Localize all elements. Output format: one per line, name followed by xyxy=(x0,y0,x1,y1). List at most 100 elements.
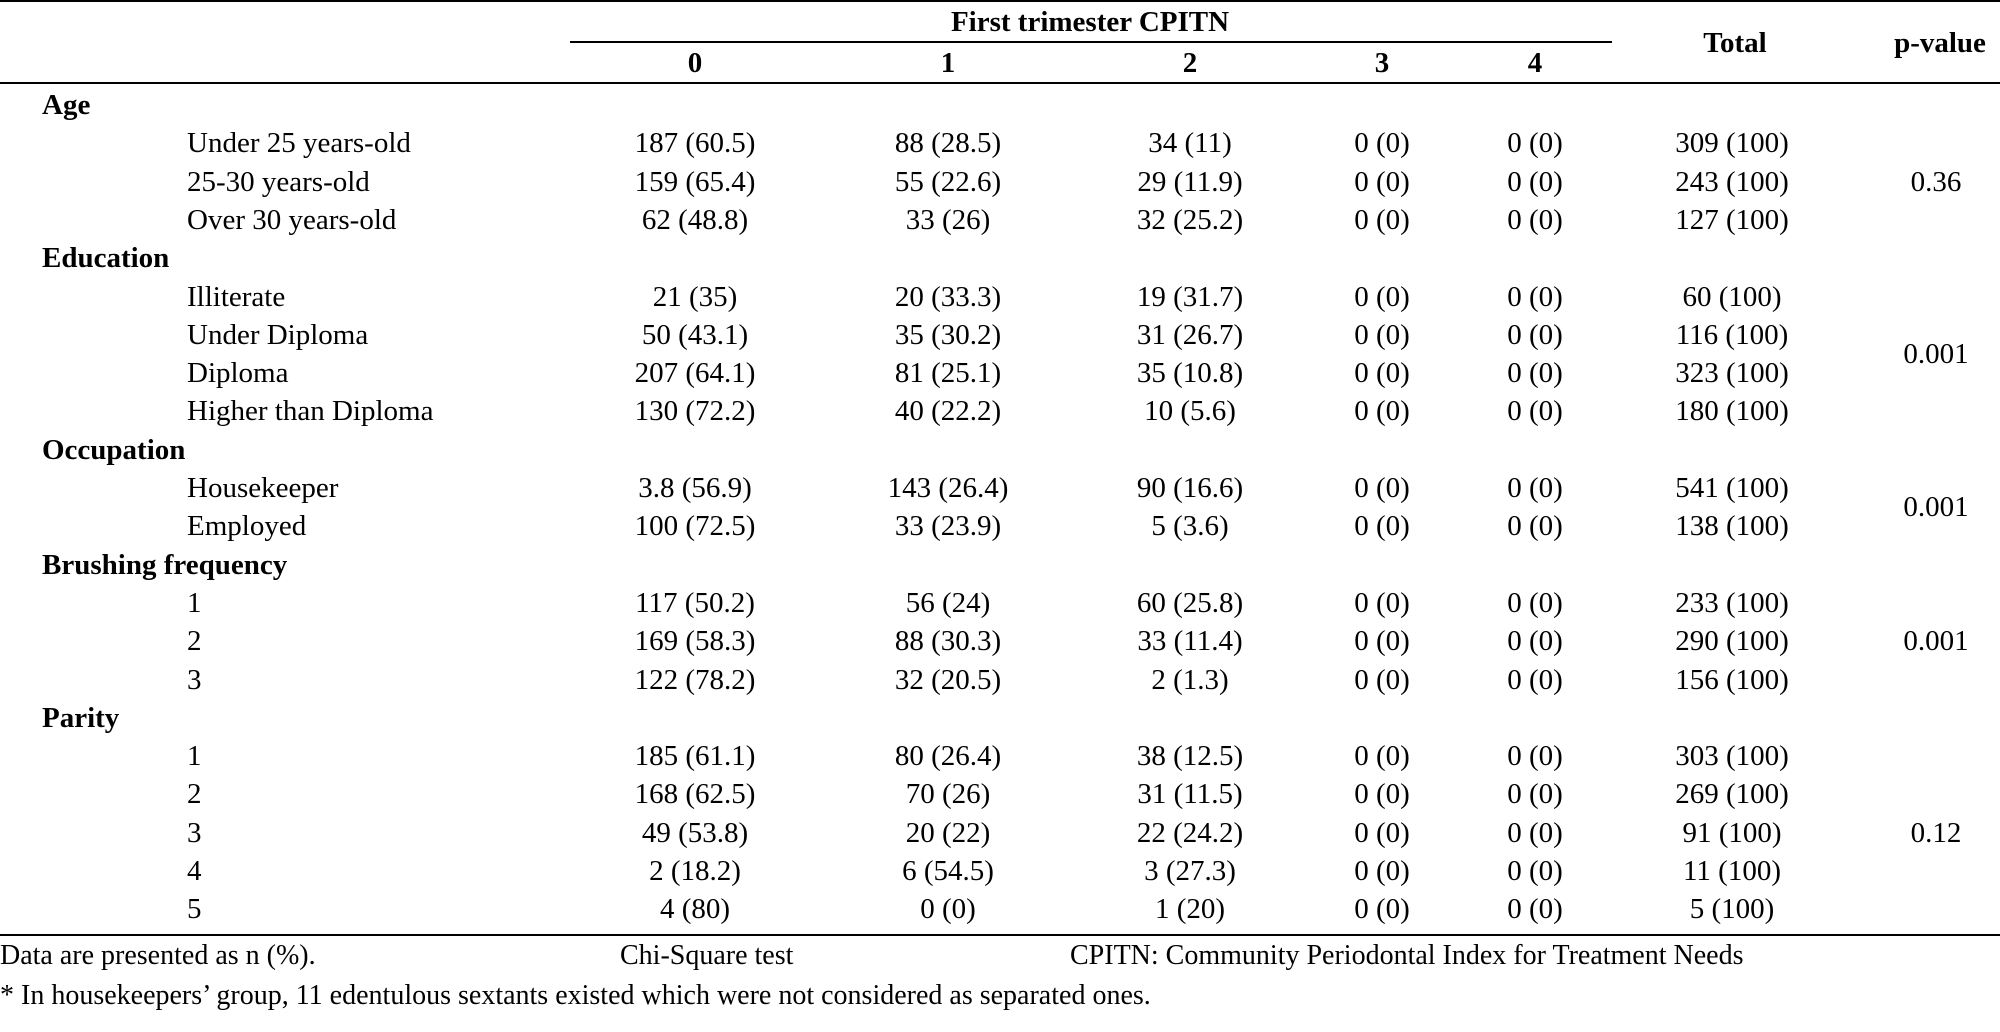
cell-cpitn-4: 0 (0) xyxy=(1507,663,1563,696)
cell-cpitn-0: 185 (61.1) xyxy=(634,740,756,773)
cell-cpitn-3: 0 (0) xyxy=(1354,127,1410,160)
row-label: Under 25 years-old xyxy=(187,127,411,160)
cell-total: 127 (100) xyxy=(1675,203,1789,236)
cell-cpitn-4: 0 (0) xyxy=(1507,625,1563,658)
cell-cpitn-2: 3 (27.3) xyxy=(1144,855,1236,887)
cell-cpitn-1: 32 (20.5) xyxy=(894,663,1002,696)
cell-cpitn-0: 122 (78.2) xyxy=(634,663,756,696)
cell-cpitn-1: 81 (25.1) xyxy=(894,357,1002,390)
cell-cpitn-4: 0 (0) xyxy=(1507,203,1563,236)
top-rule xyxy=(0,0,2000,2)
cell-cpitn-2: 60 (25.8) xyxy=(1136,586,1244,619)
row-label: 2 xyxy=(187,778,202,811)
cell-cpitn-3: 0 (0) xyxy=(1354,280,1410,313)
row-label: 25-30 years-old xyxy=(187,165,370,198)
cell-cpitn-2: 31 (11.5) xyxy=(1137,778,1243,811)
cell-cpitn-1: 20 (33.3) xyxy=(894,280,1002,313)
row-label: Employed xyxy=(187,510,307,543)
header-bottom-rule xyxy=(0,82,2000,84)
cell-cpitn-0: 21 (35) xyxy=(652,280,738,313)
cell-cpitn-1: 80 (26.4) xyxy=(894,740,1002,773)
section-title: Brushing frequency xyxy=(42,548,288,581)
cell-total: 233 (100) xyxy=(1675,586,1789,619)
cell-cpitn-4: 0 (0) xyxy=(1507,395,1563,428)
cell-cpitn-0: 187 (60.5) xyxy=(634,127,756,160)
cell-cpitn-4: 0 (0) xyxy=(1507,472,1563,504)
footnote-abbreviation: CPITN: Community Periodontal Index for T… xyxy=(1070,940,1744,971)
cell-cpitn-1: 6 (54.5) xyxy=(902,855,994,887)
cell-cpitn-3: 0 (0) xyxy=(1354,318,1410,351)
cell-total: 5 (100) xyxy=(1689,893,1775,926)
cell-cpitn-0: 168 (62.5) xyxy=(634,778,756,811)
cell-total: 156 (100) xyxy=(1675,663,1789,696)
footnote-test: Chi-Square test xyxy=(620,940,794,971)
cell-total: 323 (100) xyxy=(1675,357,1789,390)
cell-cpitn-1: 56 (24) xyxy=(905,586,991,619)
cell-cpitn-4: 0 (0) xyxy=(1507,318,1563,351)
column-header-cpitn-0: 0 xyxy=(687,47,703,79)
section-title: Age xyxy=(42,89,91,121)
cell-cpitn-3: 0 (0) xyxy=(1354,510,1410,543)
group-underline xyxy=(570,41,1612,43)
row-label: Under Diploma xyxy=(187,318,369,351)
cell-cpitn-1: 40 (22.2) xyxy=(894,395,1002,428)
cell-cpitn-3: 0 (0) xyxy=(1354,625,1410,658)
cell-cpitn-2: 2 (1.3) xyxy=(1151,663,1229,696)
cell-cpitn-3: 0 (0) xyxy=(1354,357,1410,390)
cell-cpitn-4: 0 (0) xyxy=(1507,165,1563,198)
p-value-cell: 0.36 xyxy=(1910,165,1962,198)
cell-total: 138 (100) xyxy=(1675,510,1789,543)
cell-cpitn-2: 35 (10.8) xyxy=(1136,357,1244,390)
cell-cpitn-4: 0 (0) xyxy=(1507,357,1563,390)
cell-cpitn-4: 0 (0) xyxy=(1507,280,1563,313)
row-label: 4 xyxy=(187,855,202,887)
cell-total: 116 (100) xyxy=(1675,318,1789,351)
row-label: 2 xyxy=(187,625,202,658)
cell-cpitn-0: 207 (64.1) xyxy=(634,357,756,390)
cell-cpitn-1: 33 (23.9) xyxy=(894,510,1002,543)
section-title: Education xyxy=(42,242,170,275)
cell-cpitn-3: 0 (0) xyxy=(1354,893,1410,926)
column-header-total: Total xyxy=(1703,27,1767,59)
row-label: 1 xyxy=(187,586,202,619)
cell-total: 11 (100) xyxy=(1683,855,1781,887)
cell-total: 269 (100) xyxy=(1675,778,1789,811)
cell-cpitn-0: 100 (72.5) xyxy=(634,510,756,543)
row-label: 3 xyxy=(187,816,202,849)
cell-cpitn-0: 159 (65.4) xyxy=(634,165,756,198)
column-header-cpitn-1: 1 xyxy=(940,47,956,79)
cell-cpitn-1: 35 (30.2) xyxy=(894,318,1002,351)
cell-cpitn-1: 20 (22) xyxy=(905,816,991,849)
column-header-cpitn-3: 3 xyxy=(1374,47,1390,79)
row-label: Higher than Diploma xyxy=(187,395,434,428)
section-title: Parity xyxy=(42,701,120,734)
cell-cpitn-3: 0 (0) xyxy=(1354,586,1410,619)
cell-cpitn-4: 0 (0) xyxy=(1507,127,1563,160)
cell-cpitn-4: 0 (0) xyxy=(1507,893,1563,926)
table-bottom-rule xyxy=(0,934,2000,936)
cell-cpitn-1: 33 (26) xyxy=(905,203,991,236)
cell-cpitn-3: 0 (0) xyxy=(1354,165,1410,198)
cell-cpitn-0: 3.8 (56.9) xyxy=(638,472,752,504)
cell-cpitn-3: 0 (0) xyxy=(1354,472,1410,504)
cell-cpitn-0: 130 (72.2) xyxy=(634,395,756,428)
cell-cpitn-1: 143 (26.4) xyxy=(887,472,1009,504)
cell-cpitn-4: 0 (0) xyxy=(1507,816,1563,849)
cell-cpitn-4: 0 (0) xyxy=(1507,586,1563,619)
cell-cpitn-2: 19 (31.7) xyxy=(1136,280,1244,313)
column-header-cpitn-2: 2 xyxy=(1182,47,1198,79)
cell-cpitn-0: 49 (53.8) xyxy=(641,816,749,849)
cell-cpitn-2: 31 (26.7) xyxy=(1136,318,1244,351)
cell-total: 290 (100) xyxy=(1675,625,1789,658)
row-label: 5 xyxy=(187,893,202,926)
cell-cpitn-2: 34 (11) xyxy=(1148,127,1232,160)
row-label: Over 30 years-old xyxy=(187,203,397,236)
row-label: 3 xyxy=(187,663,202,696)
cell-cpitn-2: 5 (3.6) xyxy=(1151,510,1229,543)
cell-cpitn-1: 55 (22.6) xyxy=(894,165,1002,198)
cell-total: 60 (100) xyxy=(1682,280,1782,313)
cell-cpitn-2: 1 (20) xyxy=(1154,893,1226,926)
row-label: Housekeeper xyxy=(187,472,339,504)
cell-total: 91 (100) xyxy=(1682,816,1782,849)
